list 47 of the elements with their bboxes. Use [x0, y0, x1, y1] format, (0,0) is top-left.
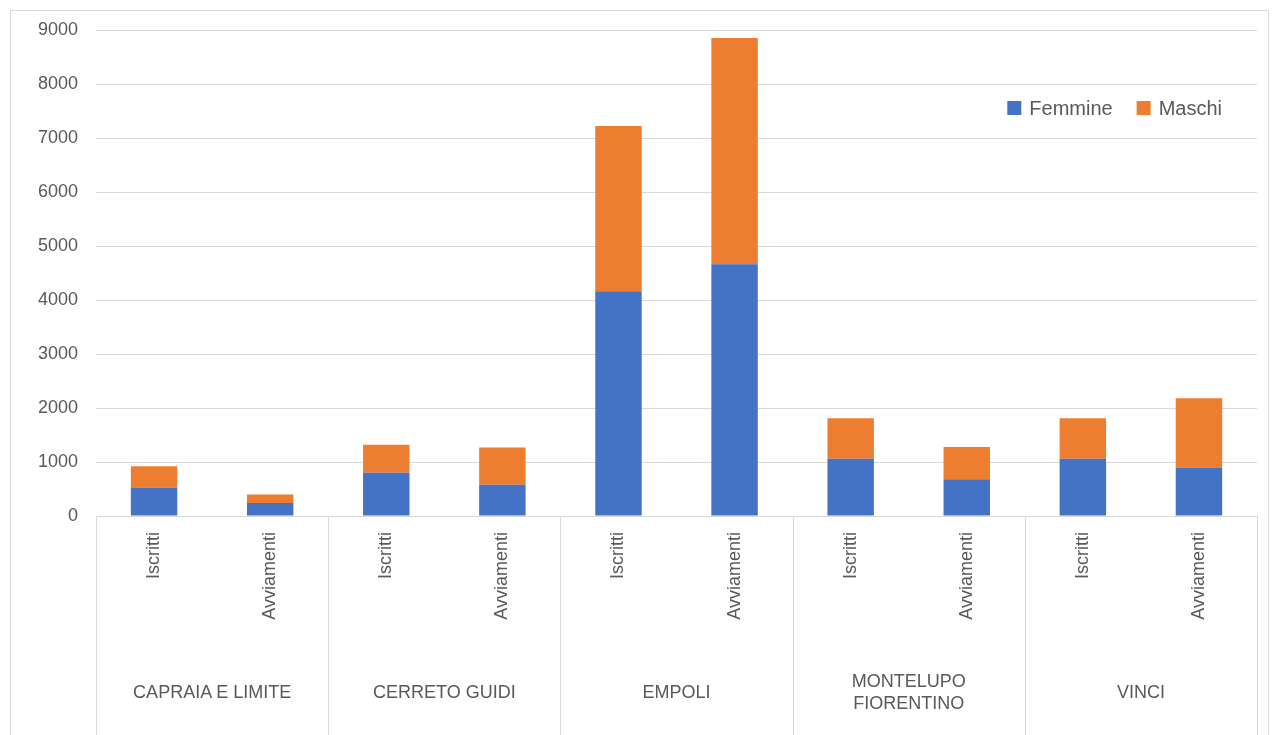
text: VINCI — [1116, 681, 1165, 702]
y-tick-label: 3000 — [38, 342, 79, 363]
bar — [479, 484, 526, 516]
text: MONTELUPO FIORENTINO — [851, 670, 966, 713]
y-tick-label: 6000 — [38, 180, 79, 201]
bar — [711, 38, 758, 265]
x-tick-label: Avviamenti — [955, 532, 976, 620]
x-tick-label: Iscritti — [839, 532, 860, 579]
x-tick-label: Iscritti — [143, 532, 164, 579]
bar — [130, 487, 178, 516]
bar — [1059, 418, 1107, 459]
y-tick-label: 4000 — [38, 288, 79, 309]
bar — [1059, 458, 1107, 516]
y-tick-label: 8000 — [38, 72, 79, 93]
text: CERRETO GUIDI — [372, 681, 516, 702]
text: EMPOLI — [642, 681, 711, 702]
y-tick-label: 2000 — [38, 396, 79, 417]
x-tick-label: Avviamenti — [1187, 532, 1208, 620]
bar — [1175, 398, 1223, 468]
y-tick-label: 0 — [68, 504, 79, 525]
bar — [711, 264, 758, 516]
x-tick-label: Iscritti — [607, 532, 628, 579]
y-tick-label: 5000 — [38, 234, 79, 255]
x-tick-label: Iscritti — [1071, 532, 1092, 579]
legend-label: Femmine — [1029, 96, 1113, 119]
bar — [595, 291, 642, 516]
bar — [1175, 467, 1223, 516]
legend-label: Maschi — [1158, 96, 1223, 119]
bar — [943, 446, 990, 480]
bar — [479, 447, 526, 485]
bar — [827, 418, 874, 459]
x-tick-label: Avviamenti — [491, 532, 512, 620]
y-tick-label: 7000 — [38, 126, 79, 147]
bar — [246, 503, 294, 516]
bar — [363, 444, 410, 473]
text: CAPRAIA E LIMITE — [133, 681, 292, 702]
x-tick-label: Avviamenti — [723, 532, 744, 620]
x-tick-label: Avviamenti — [259, 532, 280, 620]
bar — [595, 126, 642, 292]
bar — [827, 458, 874, 516]
bar — [130, 466, 178, 488]
bar — [246, 494, 294, 504]
bar — [943, 479, 990, 516]
y-tick-label: 1000 — [38, 450, 79, 471]
x-tick-label: Iscritti — [375, 532, 396, 579]
bar — [363, 472, 410, 516]
y-tick-label: 9000 — [38, 18, 79, 39]
